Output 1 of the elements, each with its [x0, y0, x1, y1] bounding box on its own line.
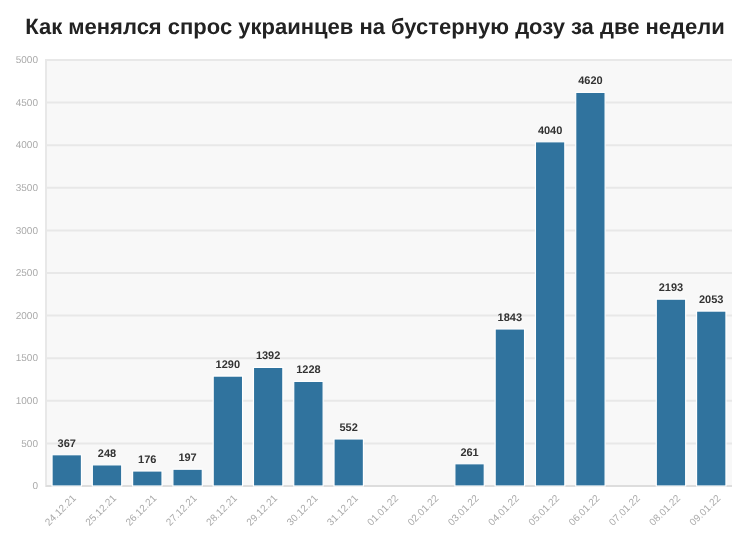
chart-title: Как менялся спрос украинцев на бустерную дозу за две недели: [25, 16, 725, 40]
